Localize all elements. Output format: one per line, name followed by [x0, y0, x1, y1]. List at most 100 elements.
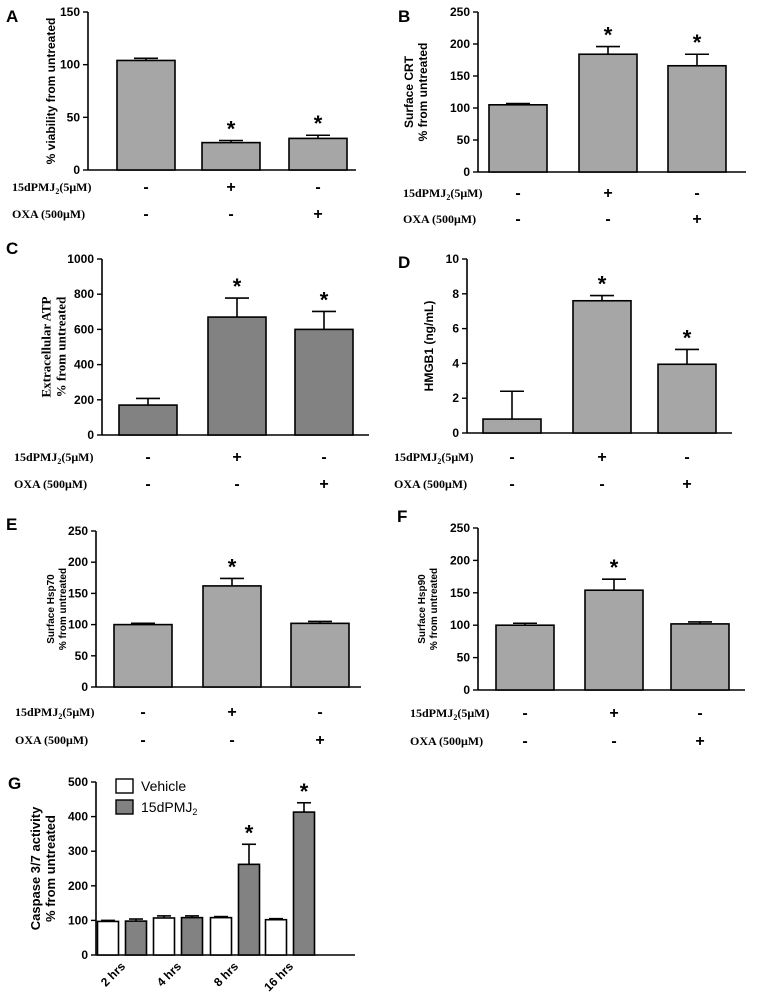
treatment-label-oxa: OXA (500μM) — [410, 734, 483, 748]
legend-swatch — [115, 799, 134, 815]
significance-star: * — [233, 274, 242, 299]
sign-row1: - — [317, 704, 322, 721]
y-tick-label: 200 — [450, 553, 470, 567]
sign-row1: - — [509, 449, 514, 466]
bar — [572, 299, 632, 434]
y-tick-label: 500 — [68, 775, 88, 789]
bar — [482, 418, 542, 434]
sign-row2: - — [143, 206, 148, 223]
sign-row1: + — [226, 179, 235, 196]
sign-row1: - — [321, 449, 326, 466]
sign-row2: - — [599, 476, 604, 493]
treatment-label-15dpmj2: 15dPMJ2(5μM) — [410, 706, 489, 722]
panel-letter: C — [6, 239, 18, 258]
significance-star: * — [314, 111, 323, 136]
y-axis-label: % from untreated — [43, 815, 58, 922]
treatment-label-oxa: OXA (500μM) — [394, 477, 467, 491]
y-tick-label: 400 — [68, 810, 88, 824]
panel-letter: F — [397, 507, 407, 526]
sign-row1: - — [145, 449, 150, 466]
sign-row2: + — [315, 732, 324, 749]
panel-e: E 0 50 100 150 200 250 Surface Hsp70% from untr… — [6, 515, 361, 749]
y-axis-label: Surface Hsp90 — [417, 574, 428, 644]
sign-row2: - — [234, 476, 239, 493]
significance-star: * — [598, 272, 607, 297]
y-tick-label: 1000 — [67, 252, 94, 266]
y-tick-label: 200 — [68, 555, 88, 569]
bar — [578, 53, 638, 173]
sign-row1: - — [694, 185, 699, 202]
sign-row1: + — [597, 449, 606, 466]
treatment-label-15dpmj2: 15dPMJ2(5μM) — [12, 180, 91, 196]
bar — [667, 64, 727, 173]
x-tick-label: 16 hrs — [261, 959, 296, 994]
sign-row2: - — [140, 732, 145, 749]
y-tick-label: 0 — [73, 163, 80, 177]
bar — [201, 141, 261, 171]
bar — [118, 404, 178, 436]
bar — [124, 920, 148, 956]
significance-star: * — [693, 30, 702, 55]
sign-row1: - — [515, 185, 520, 202]
y-tick-label: 200 — [74, 393, 94, 407]
significance-star: * — [228, 554, 237, 579]
sign-row2: - — [145, 476, 150, 493]
sign-row1: + — [609, 705, 618, 722]
y-tick-label: 800 — [74, 287, 94, 301]
y-tick-label: 50 — [67, 110, 81, 124]
legend-label: 15dPMJ2 — [141, 799, 197, 817]
y-axis-label: % from untreated — [416, 43, 430, 142]
y-tick-label: 4 — [452, 356, 459, 370]
treatment-label-15dpmj2: 15dPMJ2(5μM) — [15, 705, 94, 721]
y-axis-label: HMGB1 (ng/mL) — [422, 301, 436, 392]
y-tick-label: 0 — [463, 165, 470, 179]
panel-a: A 0 50 100 150% viability from untreated * * 15… — [6, 5, 356, 223]
sign-row2: + — [319, 476, 328, 493]
x-tick-label: 4 hrs — [154, 959, 184, 989]
sign-row1: - — [522, 705, 527, 722]
y-tick-label: 100 — [68, 618, 88, 632]
y-tick-label: 0 — [452, 426, 459, 440]
panel-f: F 0 50 100 150 200 250 Surface Hsp90% from untr… — [397, 507, 745, 750]
panel-letter: G — [8, 774, 21, 793]
bar — [152, 917, 176, 956]
panel-b: B 0 50 100 150 200 250 Surface CRT% from untrea… — [398, 5, 746, 228]
significance-star: * — [604, 23, 613, 48]
sign-row2: - — [229, 732, 234, 749]
significance-star: * — [227, 117, 236, 142]
sign-row2: + — [313, 206, 322, 223]
y-axis-label: % from untreated — [58, 568, 69, 650]
sign-row2: - — [515, 211, 520, 228]
y-tick-label: 200 — [68, 879, 88, 893]
sign-row1: + — [232, 449, 241, 466]
sign-row1: - — [697, 705, 702, 722]
sign-row2: - — [611, 733, 616, 750]
y-tick-label: 400 — [74, 358, 94, 372]
legend-label: Vehicle — [141, 778, 186, 794]
bar — [207, 316, 267, 436]
treatment-label-15dpmj2: 15dPMJ2(5μM) — [14, 450, 93, 466]
sign-row1: - — [143, 179, 148, 196]
bar — [294, 328, 354, 436]
sign-row2: - — [522, 733, 527, 750]
bar — [202, 585, 262, 688]
y-tick-label: 250 — [68, 524, 88, 538]
bar — [290, 622, 350, 688]
y-axis-label: Surface Hsp70 — [46, 574, 57, 644]
bar — [264, 918, 288, 956]
y-tick-label: 6 — [452, 322, 459, 336]
y-tick-label: 100 — [60, 58, 80, 72]
y-tick-label: 150 — [60, 5, 80, 19]
y-tick-label: 0 — [463, 683, 470, 697]
y-tick-label: 150 — [68, 586, 88, 600]
panel-letter: E — [6, 515, 17, 534]
panel-c: C 0 200 400 600 800 1000 Extracellular ATP% fro… — [6, 239, 369, 493]
y-tick-label: 0 — [81, 680, 88, 694]
treatment-label-15dpmj2: 15dPMJ2(5μM) — [394, 450, 473, 466]
y-axis-label: Surface CRT — [402, 55, 416, 128]
y-tick-label: 100 — [450, 618, 470, 632]
bar — [495, 624, 555, 691]
y-axis-label: % viability from untreated — [44, 18, 58, 165]
bar — [657, 363, 717, 434]
sign-row1: - — [140, 704, 145, 721]
